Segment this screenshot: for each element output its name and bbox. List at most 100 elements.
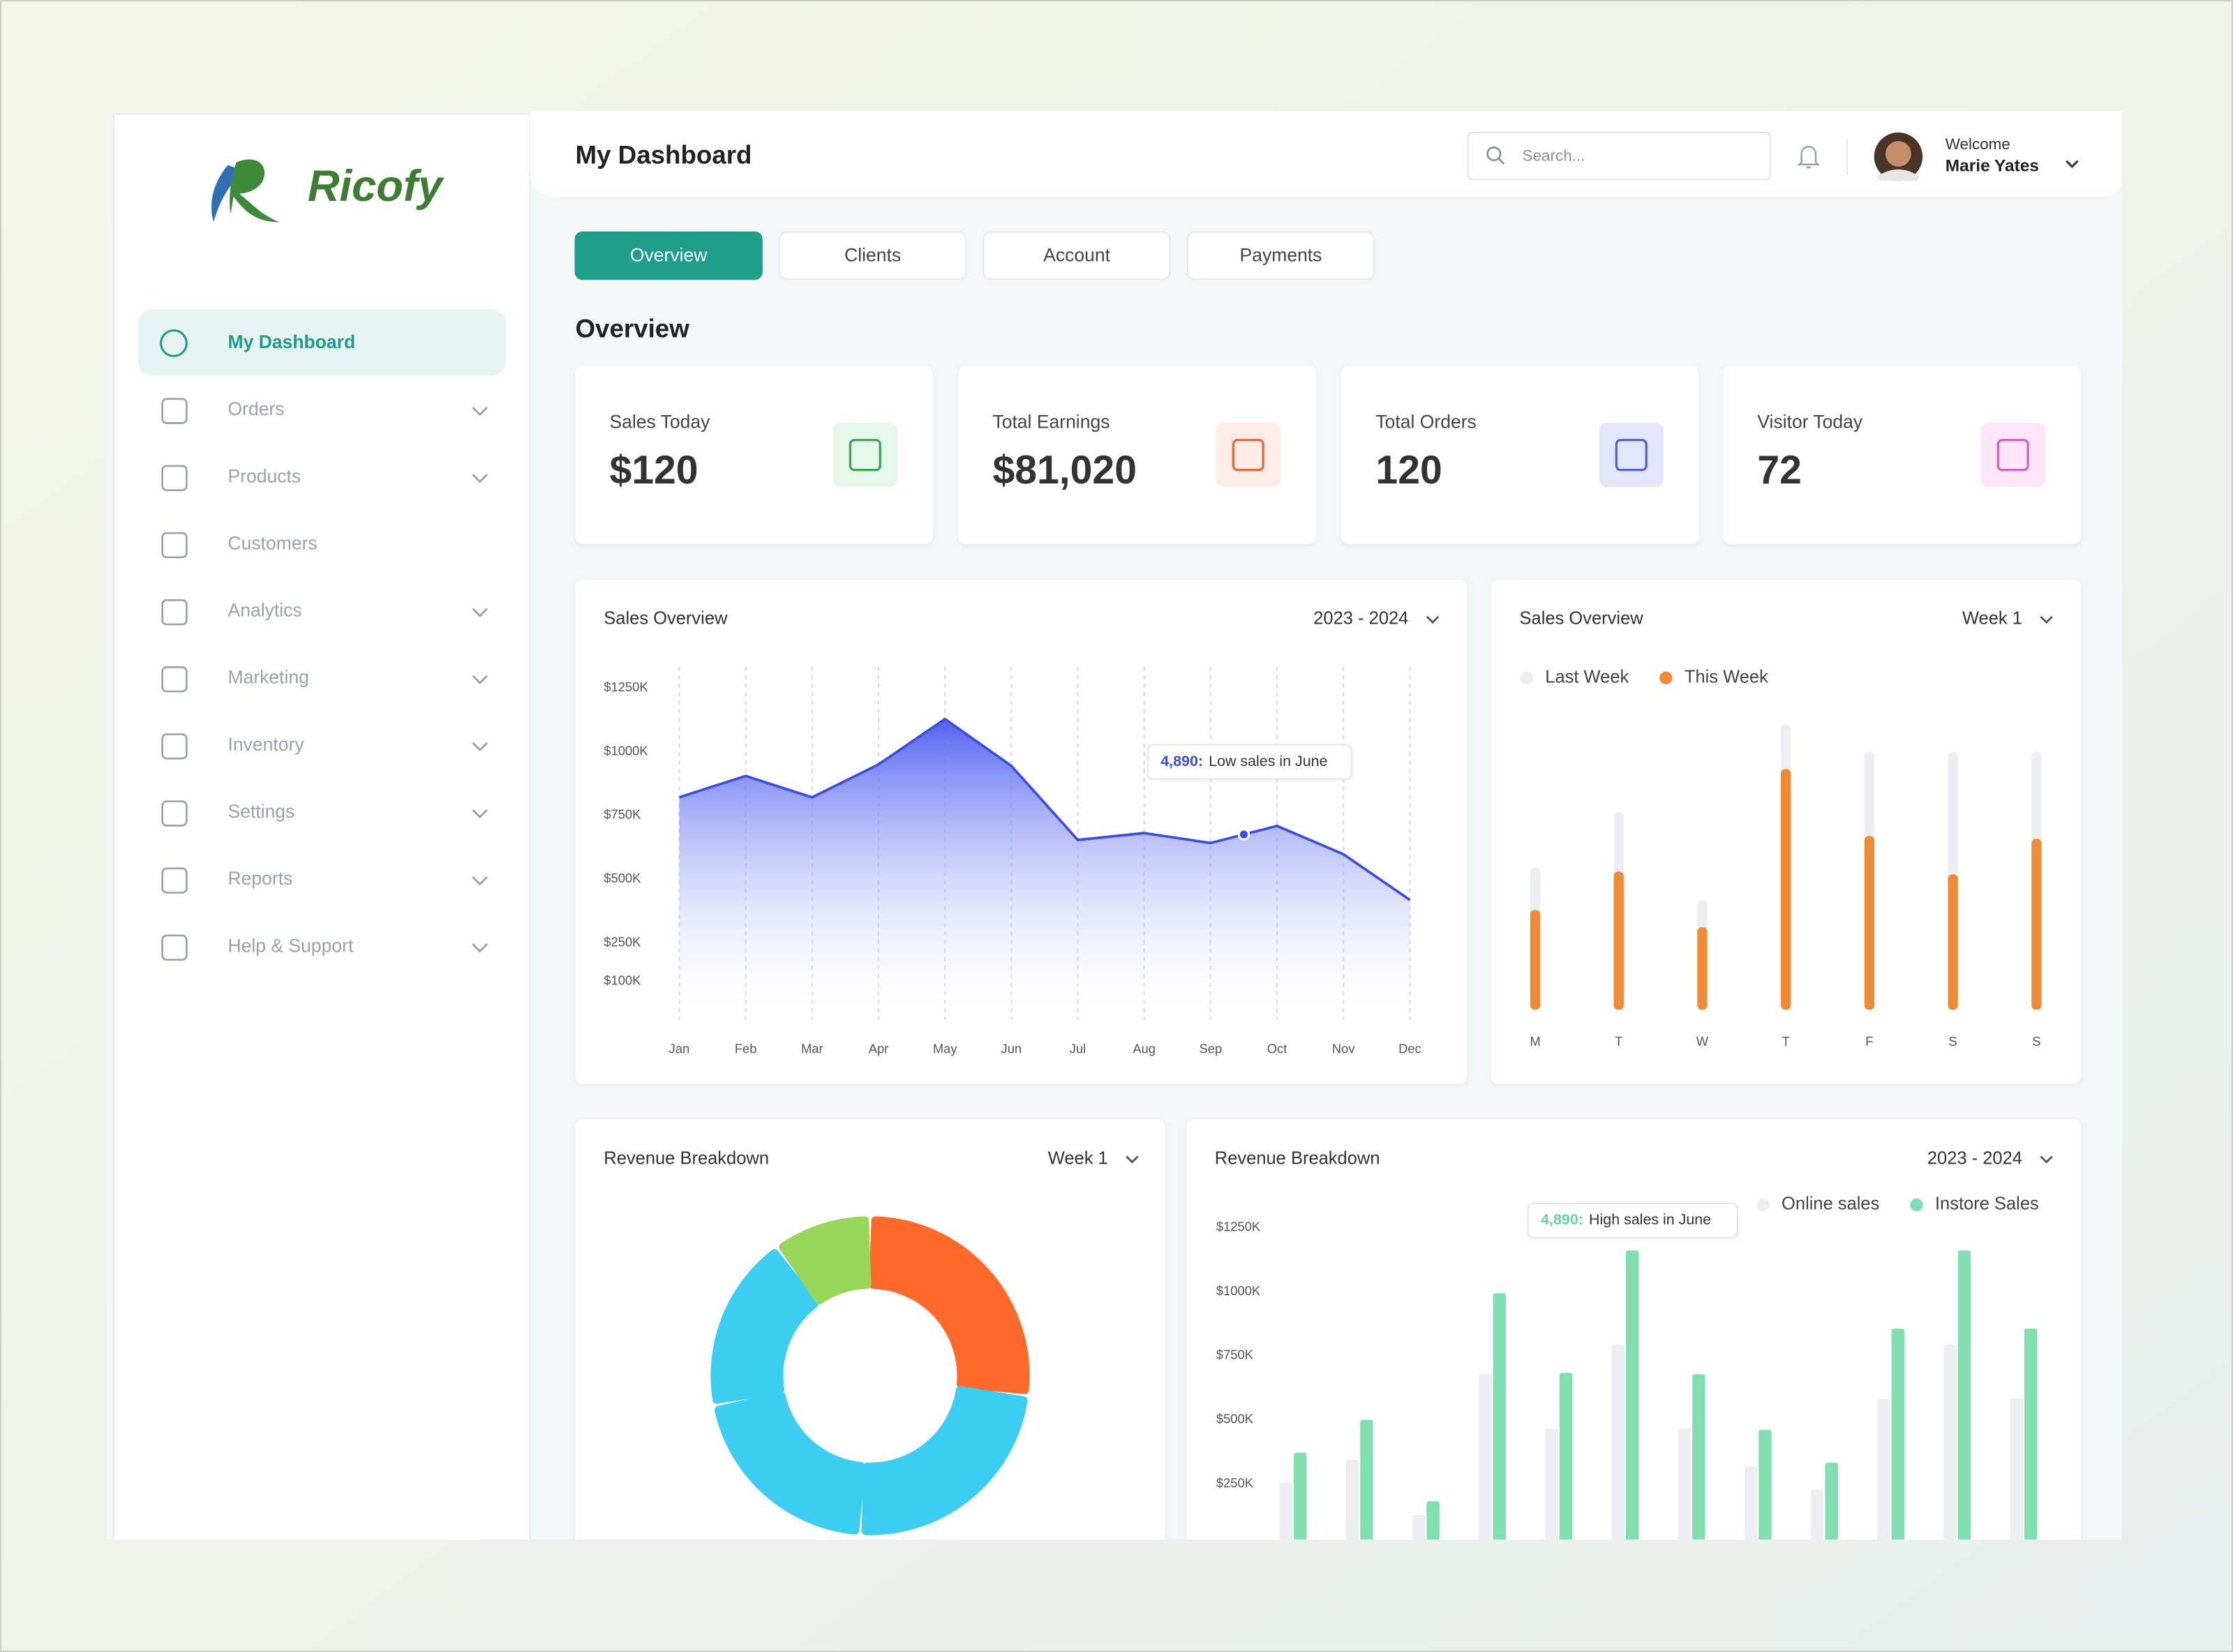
tab-label[interactable]: Overview (630, 244, 708, 265)
bar (1744, 1466, 1758, 1540)
bar (1948, 874, 1958, 1010)
tab-label[interactable]: Account (1043, 244, 1110, 265)
bar (1294, 1452, 1307, 1540)
legend-label: This Week (1685, 667, 1768, 686)
bar (2031, 839, 2042, 1010)
chevron-icon[interactable] (472, 608, 488, 617)
bar (1891, 1328, 1905, 1540)
nav-label[interactable]: Reports (228, 868, 293, 889)
x-tick-label: Jul (1070, 1041, 1086, 1056)
tab[interactable] (778, 231, 967, 280)
legend-label: Instore Sales (1935, 1194, 2039, 1214)
search-box[interactable] (1467, 131, 1771, 181)
y-tick-label: $1000K (604, 743, 648, 758)
period-select[interactable]: Week 1 (1048, 1148, 1108, 1168)
nav-label[interactable]: Help & Support (228, 935, 354, 956)
legend-label: Online sales (1782, 1194, 1879, 1214)
avatar-shirt (1876, 169, 1920, 181)
stat-icon-bg (1216, 423, 1280, 488)
logo-mark (211, 165, 246, 223)
x-tick-label: Apr (869, 1041, 889, 1056)
bell-icon[interactable] (1797, 146, 1821, 169)
nav-icon (161, 532, 188, 559)
tab[interactable] (983, 231, 1171, 280)
tab-label[interactable]: Payments (1240, 244, 1322, 265)
x-tick-label: Jun (1001, 1041, 1022, 1056)
area (679, 719, 1410, 1007)
line (678, 717, 1411, 901)
tooltip-text: Low sales in June (1209, 753, 1327, 769)
bar (1943, 1344, 1957, 1540)
chevron-icon[interactable] (472, 876, 488, 886)
stat-card (1341, 366, 1699, 544)
bar (1493, 1293, 1506, 1540)
x-tick-label: S (2032, 1034, 2040, 1049)
nav-label[interactable]: Inventory (228, 734, 305, 755)
nav-label[interactable]: Customers (228, 532, 318, 553)
bar (2024, 1328, 2038, 1540)
app-frame: Ricofy My Dashboard Search... Welcome Ma… (107, 111, 2122, 1540)
chart-title: Sales Overview (1520, 609, 1644, 629)
chevron-icon[interactable] (2066, 160, 2079, 169)
bar (1611, 1344, 1625, 1540)
tooltip-value: 4,890: (1541, 1211, 1583, 1228)
nav-label[interactable]: Settings (228, 801, 295, 822)
donut-segment (779, 1216, 872, 1305)
nav-icon (161, 398, 188, 424)
period-select[interactable]: 2023 - 2024 (1313, 609, 1408, 629)
bar (1479, 1374, 1492, 1540)
period-select[interactable]: 2023 - 2024 (1927, 1148, 2022, 1168)
donut-segment (869, 1216, 1030, 1395)
nav-label[interactable]: Orders (228, 398, 285, 419)
chevron-icon[interactable] (472, 474, 488, 483)
stat-value: $81,020 (992, 448, 1137, 493)
legend-label: Last Week (1545, 667, 1629, 686)
y-tick-label: $750K (604, 807, 641, 822)
bar (1692, 1374, 1705, 1540)
x-tick-label: W (1696, 1034, 1709, 1049)
y-tick-label: $250K (604, 935, 641, 949)
stat-card (575, 366, 933, 544)
nav-icon (161, 867, 188, 894)
tooltip-text: High sales in June (1589, 1211, 1711, 1228)
chevron-icon[interactable] (472, 809, 488, 819)
tooltip (1147, 744, 1352, 780)
x-tick-label: Mar (801, 1041, 823, 1056)
nav-label[interactable]: My Dashboard (228, 331, 356, 352)
stat-card (958, 366, 1316, 544)
nav-label[interactable]: Analytics (228, 600, 302, 621)
donut-segment (714, 1391, 866, 1535)
bar (1877, 1398, 1890, 1540)
bar (1697, 926, 1708, 1010)
y-tick-label: $1000K (1216, 1283, 1261, 1298)
chevron-icon[interactable] (472, 742, 488, 751)
donut-segment (861, 1386, 1028, 1535)
tab[interactable] (574, 231, 763, 280)
chevron-icon[interactable] (472, 943, 488, 953)
bar (1811, 1489, 1824, 1540)
bar (1426, 1501, 1440, 1540)
nav-label[interactable]: Marketing (228, 667, 309, 688)
nav-icon (161, 934, 188, 961)
legend-swatch (1520, 671, 1533, 684)
stat-value: 120 (1375, 448, 1442, 493)
tab[interactable] (1186, 231, 1375, 280)
logo: Ricofy (211, 159, 445, 223)
tab-label[interactable]: Clients (844, 244, 901, 265)
chevron-icon[interactable] (472, 407, 488, 416)
chevron-icon[interactable] (2040, 615, 2053, 624)
stat-icon (1232, 439, 1264, 472)
x-tick-label: Sep (1200, 1041, 1223, 1056)
x-tick-label: Aug (1133, 1041, 1156, 1056)
chevron-icon[interactable] (2040, 1155, 2053, 1164)
chevron-icon[interactable] (472, 675, 488, 684)
y-tick-label: $1250K (604, 679, 648, 694)
stat-icon (849, 439, 881, 472)
chevron-icon[interactable] (1426, 615, 1440, 624)
search-placeholder: Search... (1523, 147, 1585, 164)
period-select[interactable]: Week 1 (1962, 609, 2022, 629)
y-tick-label: $750K (1216, 1347, 1254, 1362)
stat-value: 72 (1757, 448, 1802, 493)
chevron-icon[interactable] (1126, 1155, 1139, 1164)
nav-label[interactable]: Products (228, 465, 301, 486)
